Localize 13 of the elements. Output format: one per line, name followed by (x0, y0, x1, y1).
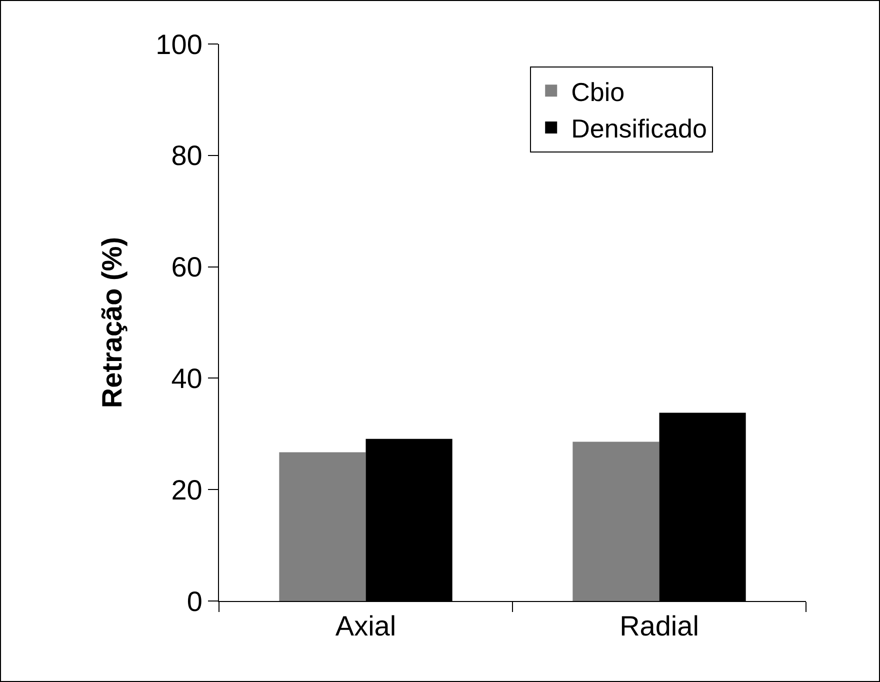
y-tick-label: 60 (171, 252, 202, 283)
y-tick-label: 20 (171, 474, 202, 506)
y-tick-label: 0 (186, 586, 202, 617)
y-axis-title: Retração (%) (96, 236, 128, 408)
y-tick-label: 80 (171, 140, 202, 172)
y-tick-label: 100 (156, 28, 202, 60)
y-tick-label: 40 (171, 363, 202, 394)
legend-label: Cbio (571, 76, 625, 107)
bar (572, 442, 660, 601)
bar (279, 452, 366, 601)
legend-label: Densificado (571, 114, 707, 144)
x-tick-label: Axial (335, 610, 396, 642)
x-tick-label: Radial (620, 610, 699, 642)
